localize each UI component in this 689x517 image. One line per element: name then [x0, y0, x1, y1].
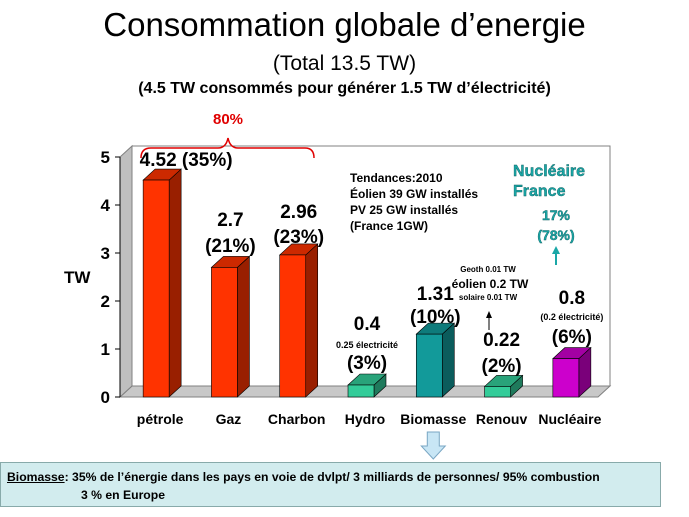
- bar: [142, 179, 170, 398]
- tendances-line: (France 1GW): [350, 219, 428, 233]
- side-wall: [119, 144, 133, 399]
- data-label: 2.7: [217, 210, 243, 231]
- renouv-detail: éolien 0.2 TW: [452, 277, 529, 291]
- page-subtitle: (Total 13.5 TW): [272, 52, 417, 75]
- tendances-line: PV 25 GW installés: [350, 203, 458, 217]
- y-tick-label: 3: [101, 244, 110, 263]
- biomasse-note-box: Biomasse: 35% de l’énergie dans les pays…: [0, 462, 661, 507]
- data-label-extra: 0.25 électricité: [336, 340, 398, 350]
- tendances-line: Tendances:2010: [350, 171, 443, 185]
- bar-side: [305, 243, 319, 398]
- nucleaire-arrow-head: [552, 246, 560, 254]
- x-tick-label: Nucléaire: [538, 411, 601, 427]
- footer-line-2: 3 % en Europe: [81, 488, 165, 502]
- x-tick-label: Biomasse: [400, 411, 466, 427]
- bar-side: [168, 168, 182, 398]
- brace-label: 80%: [213, 111, 243, 128]
- y-tick-label: 2: [101, 292, 110, 311]
- data-label: (2%): [482, 356, 522, 377]
- electricity-note: (4.5 TW consommés pour générer 1.5 TW d’…: [138, 80, 551, 97]
- page-title: Consommation globale d’energie: [103, 6, 586, 43]
- data-label-extra: (0.2 électricité): [540, 312, 603, 322]
- renouv-detail: solaire 0.01 TW: [459, 293, 518, 302]
- y-tick-label: 4: [101, 196, 111, 215]
- nucleaire-france-pct2: (78%): [537, 227, 574, 243]
- brace: [140, 137, 315, 159]
- nucleaire-france-pct: 17%: [542, 207, 571, 223]
- data-label: (21%): [205, 236, 256, 257]
- x-tick-label: Gaz: [216, 411, 242, 427]
- nucleaire-france-subtitle: France: [513, 183, 566, 200]
- data-label: (6%): [552, 327, 592, 348]
- y-axis-label: TW: [64, 268, 91, 287]
- data-label: 0.22: [483, 330, 520, 351]
- y-tick-label: 5: [101, 148, 110, 167]
- footer-line-1: : 35% de l’énergie dans les pays en voie…: [64, 470, 600, 484]
- bar-chart: 0 1 2 3 4 5 pétrole Gaz Charbon Hydro Biomasse Ren…: [101, 111, 612, 460]
- data-label: 0.4: [354, 314, 381, 335]
- bar: [415, 333, 443, 398]
- bar: [552, 358, 580, 398]
- data-label: (23%): [273, 227, 324, 248]
- renouv-detail: Geoth 0.01 TW: [460, 265, 516, 274]
- footer-key: Biomasse: [7, 470, 65, 484]
- bar: [347, 384, 375, 398]
- bar: [279, 254, 307, 398]
- tendances-line: Éolien 39 GW installés: [350, 186, 478, 201]
- bar-side: [237, 255, 250, 398]
- x-tick-label: Hydro: [345, 411, 385, 427]
- data-label: 1.31: [417, 284, 454, 305]
- bar: [211, 267, 238, 398]
- y-tick-label: 0: [101, 388, 110, 407]
- bar-side: [441, 322, 455, 398]
- bars: pétrole Gaz Charbon Hydro Biomasse Renouv Nucl…: [137, 168, 602, 427]
- data-label: 0.8: [559, 288, 585, 309]
- x-tick-label: Charbon: [268, 411, 326, 427]
- bar: [484, 386, 511, 398]
- y-tick-label: 1: [101, 340, 110, 359]
- data-label: (10%): [410, 307, 461, 328]
- data-label: (3%): [347, 353, 387, 374]
- x-tick-label: Renouv: [476, 411, 528, 427]
- nucleaire-france-title: Nucléaire: [513, 163, 585, 180]
- data-label: 2.96: [280, 202, 317, 223]
- annotations: 4.52 (35%) 2.7 (21%) 2.96 (23%) 0.4 0.25 élect…: [140, 111, 603, 460]
- down-arrow-icon: [420, 431, 447, 460]
- data-label: 4.52 (35%): [140, 150, 233, 171]
- x-tick-label: pétrole: [137, 411, 184, 427]
- renouv-arrow-head: [486, 311, 492, 318]
